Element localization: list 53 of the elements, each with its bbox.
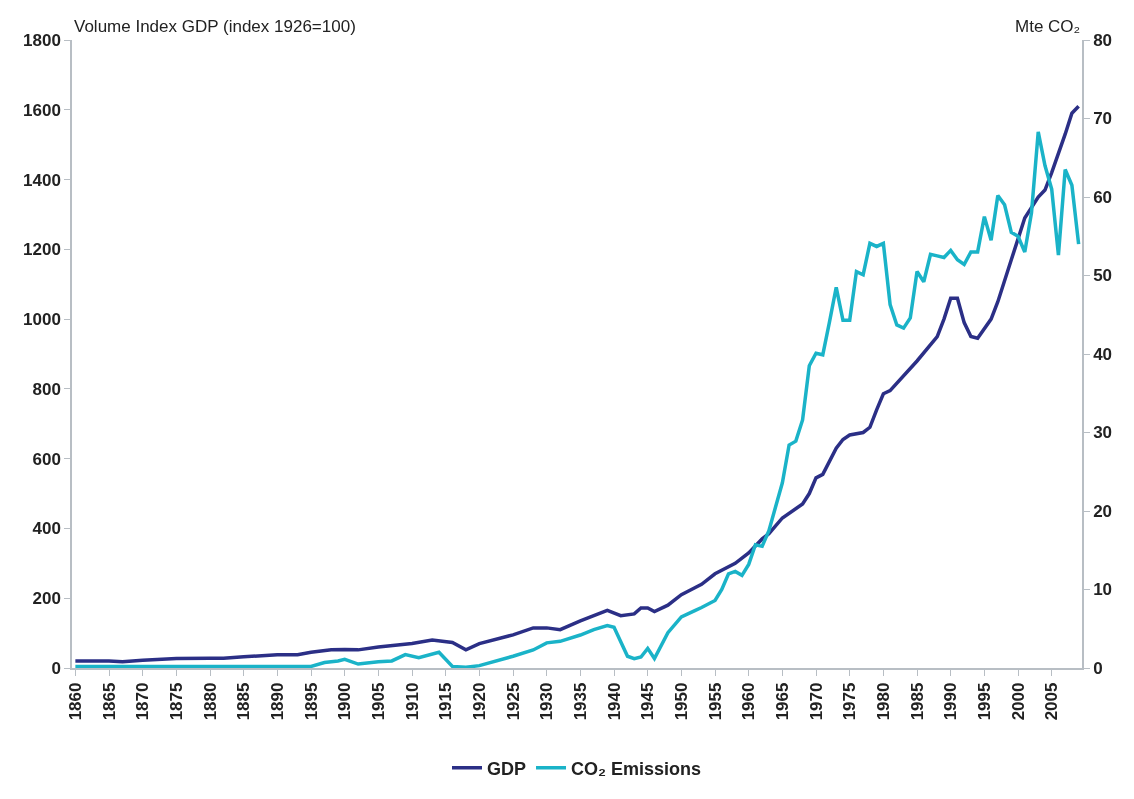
y-tick-label: 1200 <box>23 240 61 260</box>
y2-tick-label: 40 <box>1093 344 1113 364</box>
x-tick-label: 1970 <box>806 682 826 721</box>
x-tick-label: 1935 <box>570 682 590 721</box>
y-tick-label: 1000 <box>23 310 61 330</box>
x-tick-label: 1860 <box>65 682 85 721</box>
x-tick-label: 1875 <box>166 682 186 721</box>
x-tick-label: 1920 <box>469 682 489 721</box>
x-tick-label: 1955 <box>705 682 725 721</box>
y-tick-label: 1600 <box>23 100 61 120</box>
y-tick-label: 400 <box>32 519 61 539</box>
y2-tick-label: 70 <box>1093 109 1113 129</box>
legend-label: GDP <box>487 758 527 779</box>
y-tick-label: 1800 <box>23 30 61 50</box>
y-tick-label: 800 <box>32 379 61 399</box>
x-tick-label: 1905 <box>368 682 388 721</box>
x-tick-label: 1900 <box>335 682 355 721</box>
y2-tick-label: 60 <box>1093 187 1113 207</box>
y-axis-title: Volume Index GDP (index 1926=100) <box>74 17 356 36</box>
y2-tick-label: 0 <box>1093 658 1103 678</box>
y2-tick-label: 50 <box>1093 266 1113 286</box>
x-tick-label: 1945 <box>638 682 658 721</box>
x-tick-label: 1910 <box>402 682 422 721</box>
y2-axis-title: Mte CO₂ <box>1015 17 1081 36</box>
x-tick-label: 1960 <box>739 682 759 721</box>
x-tick-label: 1950 <box>671 682 691 721</box>
x-tick-label: 1880 <box>200 682 220 721</box>
x-tick-label: 1965 <box>772 682 792 721</box>
x-tick-label: 2005 <box>1042 682 1062 721</box>
x-tick-label: 1885 <box>234 682 254 721</box>
y2-tick-label: 10 <box>1093 580 1113 600</box>
x-tick-label: 1995 <box>974 682 994 721</box>
x-tick-label: 1930 <box>537 682 557 721</box>
x-tick-label: 1925 <box>503 682 523 721</box>
x-tick-label: 2000 <box>1008 682 1028 721</box>
x-tick-label: 1940 <box>604 682 624 721</box>
y2-tick-label: 20 <box>1093 501 1113 521</box>
x-tick-label: 1915 <box>436 682 456 721</box>
y-tick-label: 0 <box>51 658 61 678</box>
x-tick-label: 1865 <box>99 682 119 721</box>
x-tick-label: 1985 <box>907 682 927 721</box>
x-tick-label: 1895 <box>301 682 321 721</box>
y-tick-label: 600 <box>32 449 61 469</box>
y-tick-label: 200 <box>32 589 61 609</box>
y-tick-label: 1400 <box>23 170 61 190</box>
x-tick-label: 1890 <box>267 682 287 721</box>
x-tick-label: 1975 <box>840 682 860 721</box>
y2-tick-label: 30 <box>1093 423 1113 443</box>
x-tick-label: 1980 <box>873 682 893 721</box>
x-tick-label: 1990 <box>941 682 961 721</box>
legend-label: CO₂ Emissions <box>571 758 702 779</box>
x-tick-label: 1870 <box>133 682 153 721</box>
y2-tick-label: 80 <box>1093 30 1113 50</box>
